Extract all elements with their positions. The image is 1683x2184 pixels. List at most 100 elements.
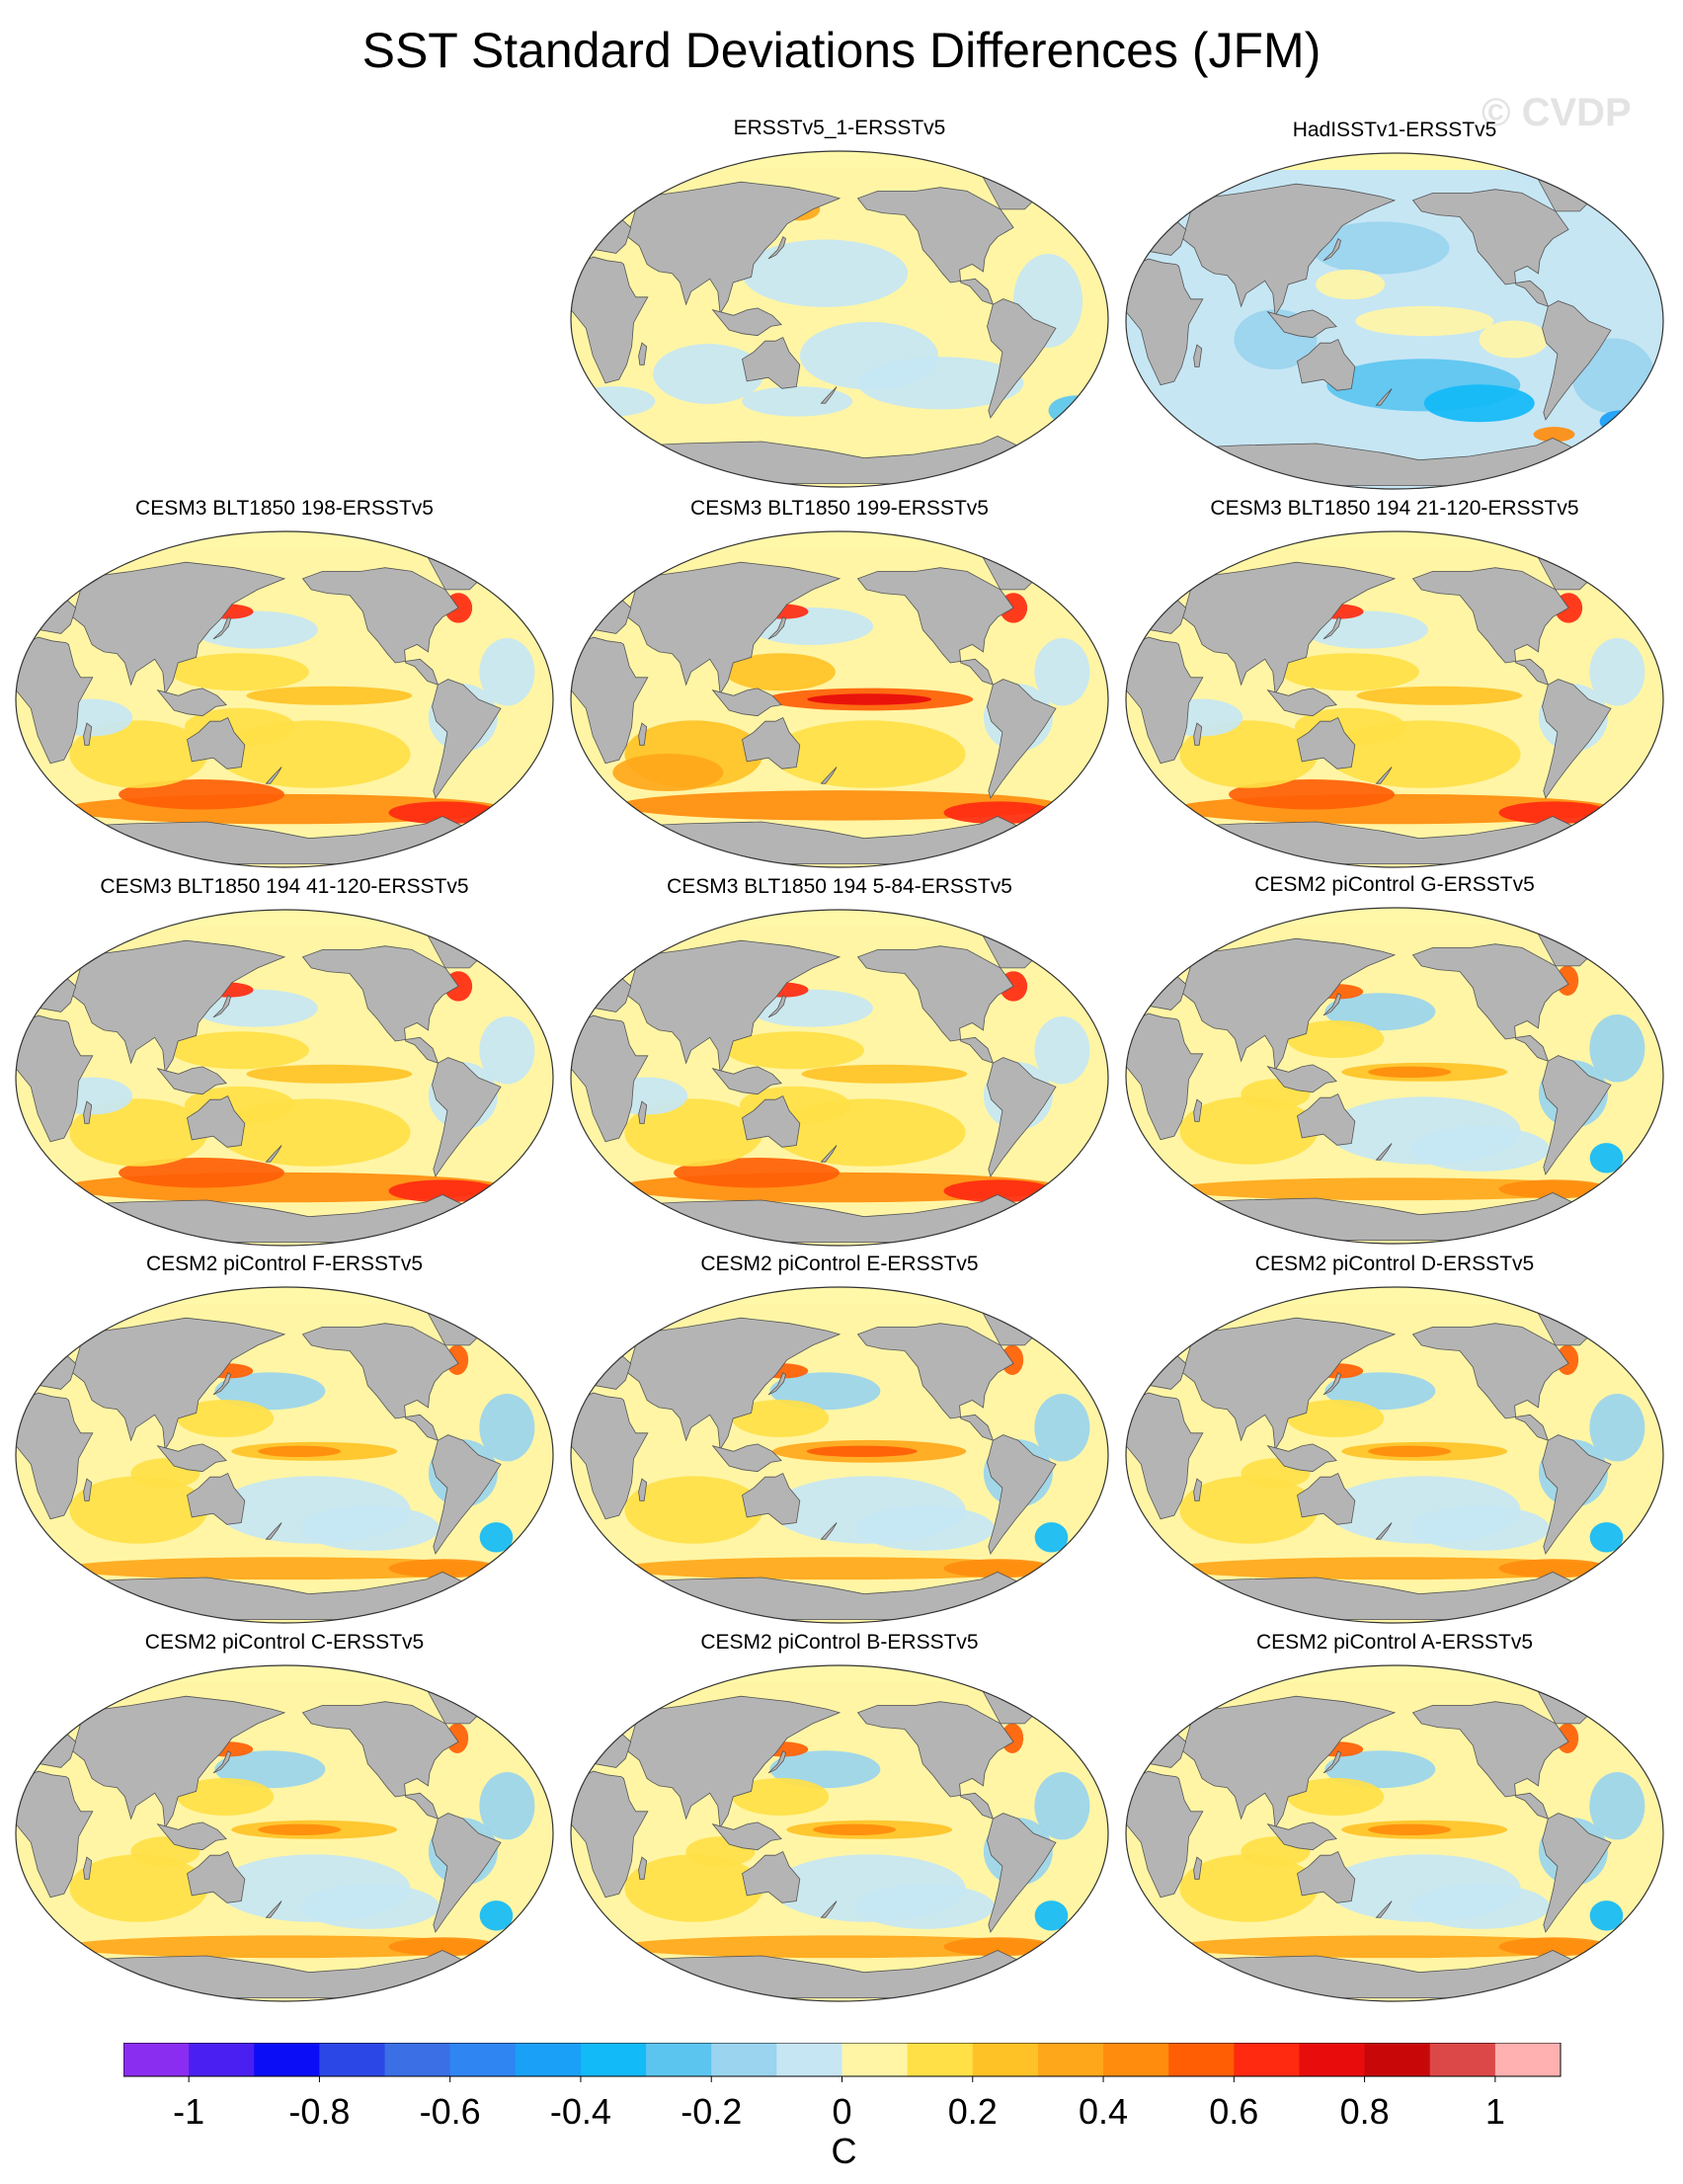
- land-namerica: [856, 945, 1014, 1064]
- land-indonesia: [1266, 1064, 1337, 1093]
- anomaly-patch: [1589, 1522, 1624, 1553]
- anomaly-patch: [177, 1399, 275, 1437]
- map-frame: [1125, 1286, 1664, 1624]
- colorbar-swatch: [776, 2043, 842, 2076]
- panel-title: HadISSTv1-ERSSTv5: [1292, 119, 1497, 141]
- land-japan: [767, 1750, 786, 1774]
- anomaly-patch: [214, 1372, 326, 1411]
- map-plot: [570, 1664, 1109, 2002]
- anomaly-patch: [479, 1016, 535, 1085]
- anomaly-patch: [1034, 1901, 1069, 1931]
- map-panel: CESM2 piControl D-ERSSTv5: [1118, 1253, 1671, 1628]
- land-indonesia: [156, 1821, 227, 1851]
- land-madagascar: [1193, 1478, 1203, 1501]
- map-plot: [1125, 530, 1664, 868]
- colorbar-swatch: [384, 2043, 451, 2076]
- anomaly-patch: [479, 1522, 514, 1553]
- anomaly-patch: [388, 801, 500, 825]
- anomaly-patch: [857, 357, 1024, 410]
- anomaly-patch: [943, 1559, 1055, 1578]
- cvdp-watermark: © CVDP: [1482, 91, 1632, 134]
- land-indonesia: [711, 1821, 782, 1851]
- colorbar-unit-label: C: [832, 2131, 857, 2171]
- land-nz: [1375, 1522, 1393, 1540]
- land-samerica: [1542, 1434, 1612, 1555]
- map-plot: [570, 150, 1109, 488]
- sea-ice-band: [16, 531, 553, 548]
- colorbar-tick-label: 0.8: [1340, 2091, 1390, 2132]
- land-australia: [742, 1094, 801, 1148]
- land-samerica: [987, 1057, 1057, 1177]
- anomaly-patch: [624, 1476, 763, 1544]
- land-australia: [742, 1850, 801, 1903]
- panel-title: CESM3 BLT1850 194 5-84-ERSSTv5: [667, 875, 1012, 898]
- anomaly-patch: [1533, 427, 1575, 443]
- land-japan: [1322, 1750, 1341, 1774]
- land-indonesia: [711, 688, 782, 717]
- anomaly-patch: [1280, 653, 1419, 691]
- anomaly-patch: [258, 1445, 342, 1457]
- land-namerica: [301, 1701, 459, 1820]
- anomaly-patch: [1589, 1901, 1624, 1931]
- anomaly-patch: [1034, 1394, 1090, 1462]
- colorbar-swatch: [907, 2043, 974, 2076]
- anomaly-patch: [1498, 801, 1610, 825]
- colorbar-tick-label: -0.4: [550, 2091, 611, 2132]
- anomaly-patch: [479, 1901, 514, 1931]
- anomaly-patch: [943, 1937, 1055, 1957]
- map-frame: [15, 909, 554, 1247]
- colorbar-swatch: [319, 2043, 386, 2076]
- anomaly-patch: [1423, 384, 1535, 423]
- land-indonesia: [1266, 688, 1337, 717]
- land-australia: [187, 1472, 246, 1525]
- land-madagascar: [83, 722, 93, 746]
- anomaly-patch: [1368, 1823, 1452, 1835]
- map-frame: [1125, 530, 1664, 868]
- land-samerica: [432, 679, 502, 799]
- anomaly-patch: [725, 1031, 864, 1070]
- anomaly-patch: [1498, 1937, 1610, 1957]
- land-japan: [1322, 993, 1341, 1016]
- colorbar-swatch: [189, 2043, 255, 2076]
- land-namerica: [1411, 1323, 1569, 1441]
- colorbar-swatch: [1364, 2043, 1431, 2076]
- anomaly-patch: [855, 1884, 995, 1929]
- panel-title: CESM2 piControl D-ERSSTv5: [1254, 1253, 1535, 1275]
- land-japan: [767, 236, 786, 260]
- land-samerica: [432, 1434, 502, 1555]
- anomaly-patch: [732, 1777, 830, 1816]
- land-samerica: [987, 679, 1057, 799]
- land-madagascar: [83, 1856, 93, 1880]
- land-australia: [1297, 1850, 1356, 1903]
- anomaly-patch: [1324, 993, 1436, 1031]
- colorbar-swatch: [515, 2043, 582, 2076]
- anomaly-patch: [69, 1476, 208, 1544]
- map-frame: [15, 530, 554, 868]
- map-panel: CESM3 BLT1850 199-ERSSTv5: [563, 497, 1116, 872]
- map-frame: [570, 909, 1109, 1247]
- land-asia: [72, 1317, 286, 1451]
- anomaly-patch: [1229, 779, 1396, 810]
- land-indonesia: [1266, 309, 1337, 339]
- map-panel: HadISSTv1-ERSSTv5: [1118, 119, 1671, 494]
- anomaly-patch: [1287, 1399, 1385, 1437]
- land-asia: [627, 1695, 842, 1829]
- anomaly-patch: [69, 1854, 208, 1922]
- panel-title: CESM2 piControl B-ERSSTv5: [700, 1631, 979, 1654]
- sea-ice-band: [1126, 1665, 1663, 1682]
- map-frame: [15, 1286, 554, 1624]
- land-asia: [627, 181, 842, 315]
- anomaly-patch: [748, 989, 873, 1027]
- colorbar-swatch: [842, 2043, 909, 2076]
- anomaly-patch: [119, 1158, 285, 1188]
- land-madagascar: [83, 1100, 93, 1124]
- colorbar-tick-label: 0.4: [1079, 2091, 1128, 2132]
- colorbar: -1 -0.8 -0.6 -0.4 -0.2 0 0.2 0.4 0.6 0.8 1 C: [123, 2043, 1562, 2171]
- sea-ice-band: [1126, 908, 1663, 925]
- anomaly-patch: [63, 1557, 506, 1580]
- map-frame: [1125, 907, 1664, 1245]
- land-asia: [72, 1695, 286, 1829]
- colorbar-tick-label: -0.2: [681, 2091, 742, 2132]
- colorbar-swatch: [1103, 2043, 1169, 2076]
- land-nz: [820, 1901, 838, 1918]
